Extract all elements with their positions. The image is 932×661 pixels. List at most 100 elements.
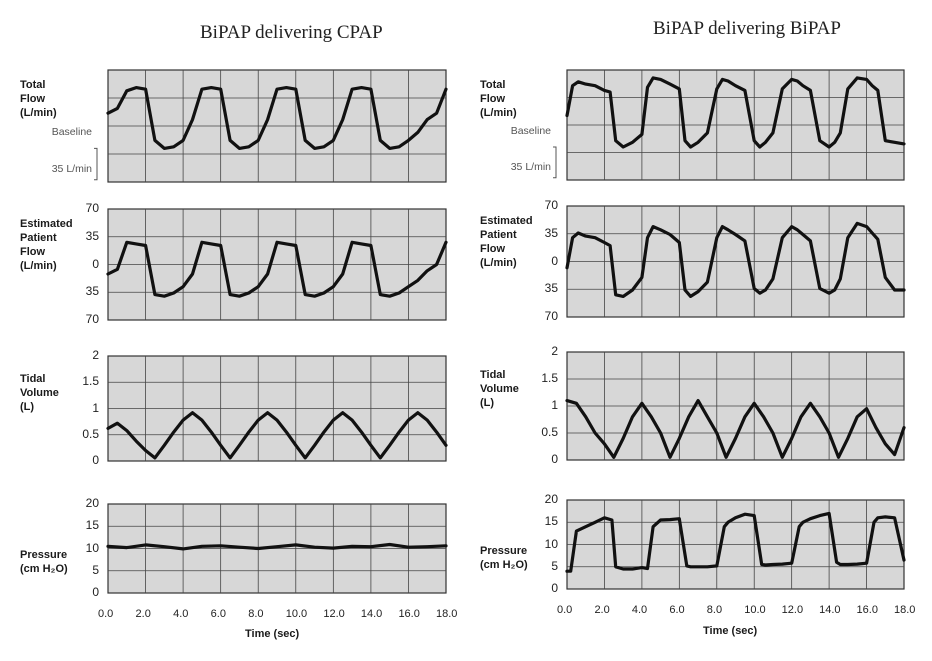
- waveform-line: [565, 399, 906, 459]
- y-tick-label: 0: [551, 452, 558, 466]
- y-tick-label: 2: [551, 344, 558, 358]
- y-tick-label: 35: [85, 228, 99, 243]
- waveform-line: [565, 221, 906, 298]
- y-axis-label-line: Pressure: [480, 545, 528, 557]
- y-tick-label: 5: [92, 562, 99, 577]
- x-tick-label: 16.0: [856, 604, 878, 616]
- x-tick-label: 10.0: [285, 608, 308, 620]
- y-axis-label-line: (L): [20, 401, 35, 413]
- y-axis-label-line: Flow: [480, 93, 506, 105]
- y-tick-label: 70: [544, 309, 558, 323]
- left-panel-title: BiPAP delivering CPAP: [200, 22, 383, 43]
- y-axis-label-line: (L/min): [480, 257, 517, 269]
- y-axis-label-line: Estimated: [20, 218, 73, 230]
- y-axis-label-line: (L): [480, 397, 495, 409]
- y-axis-label-line: Total: [480, 79, 506, 91]
- y-axis-label-line: Tidal: [20, 373, 46, 385]
- y-axis-label-line: Pressure: [20, 549, 68, 561]
- y-tick-label: 70: [85, 312, 99, 326]
- x-tick-label: 18.0: [436, 608, 458, 620]
- x-tick-label: 14.0: [819, 604, 841, 616]
- right-subplot-2: [565, 351, 906, 461]
- y-axis-label-line: (cm H₂O): [20, 563, 68, 575]
- y-tick-label: 15: [544, 514, 558, 529]
- x-tick-label: 0.0: [98, 608, 114, 620]
- x-axis-label: Time (sec): [703, 625, 758, 637]
- x-tick-label: 4.0: [631, 604, 648, 616]
- y-tick-label: 20: [85, 496, 99, 510]
- y-axis-label-line: Flow: [20, 93, 46, 105]
- scale-label: 35 L/min: [51, 162, 92, 175]
- waveform-line: [565, 511, 906, 573]
- x-tick-label: 0.0: [557, 604, 573, 616]
- y-tick-label: 5: [551, 558, 558, 573]
- right-subplot-3: [565, 499, 906, 590]
- y-axis-label-line: Estimated: [480, 215, 533, 227]
- scale-label: 35 L/min: [510, 161, 551, 174]
- left-subplot-3: [106, 503, 448, 594]
- x-tick-label: 2.0: [594, 604, 610, 616]
- x-tick-label: 12.0: [781, 604, 804, 616]
- y-tick-label: 70: [544, 198, 558, 212]
- scale-bracket: [94, 147, 98, 181]
- y-axis-label-line: Volume: [20, 387, 59, 399]
- x-tick-label: 6.0: [669, 604, 685, 616]
- left-subplot-2: [106, 355, 448, 462]
- y-axis-label-line: Total: [20, 79, 46, 91]
- y-axis-label-line: Volume: [480, 383, 519, 395]
- x-tick-label: 14.0: [360, 608, 383, 620]
- x-tick-label: 2.0: [135, 608, 151, 620]
- y-tick-label: 0: [92, 256, 99, 271]
- y-tick-label: 1.5: [82, 374, 99, 389]
- y-axis-label: Pressure (cm H₂O): [20, 548, 68, 576]
- y-axis-label-line: Flow: [20, 246, 46, 258]
- baseline-label: Baseline: [510, 125, 551, 137]
- y-tick-label: 0.5: [82, 426, 99, 441]
- x-tick-label: 6.0: [210, 608, 226, 620]
- x-tick-label: 12.0: [323, 608, 345, 620]
- y-axis-label-line: (L/min): [20, 260, 57, 272]
- y-tick-label: 0.5: [541, 425, 558, 439]
- left-subplot-1: [106, 208, 448, 321]
- y-tick-label: 35: [85, 284, 99, 299]
- y-tick-label: 1: [92, 400, 99, 415]
- y-tick-label: 35: [544, 225, 558, 240]
- y-axis-label: Estimated Patient Flow (L/min): [480, 214, 533, 270]
- y-tick-label: 2: [92, 348, 99, 362]
- y-tick-label: 0: [551, 581, 558, 595]
- y-tick-label: 20: [544, 492, 558, 506]
- y-axis-label-line: Flow: [480, 243, 506, 255]
- right-panel-title: BiPAP delivering BiPAP: [653, 18, 841, 39]
- y-axis-label: Total Flow (L/min): [20, 78, 57, 120]
- y-tick-label: 10: [85, 540, 99, 555]
- y-tick-label: 1: [551, 398, 558, 412]
- right-subplot-0: [565, 69, 906, 181]
- x-tick-label: 10.0: [744, 604, 766, 616]
- baseline-label: Baseline: [51, 126, 92, 138]
- scale-bracket: [553, 146, 557, 179]
- y-axis-label-line: (cm H₂O): [480, 559, 528, 571]
- waveform-line: [565, 76, 906, 149]
- y-axis-label: Tidal Volume (L): [480, 368, 519, 410]
- left-subplot-0: [106, 69, 448, 183]
- waveform-line: [106, 240, 448, 298]
- x-tick-label: 8.0: [248, 608, 264, 620]
- y-axis-label-line: Tidal: [480, 369, 506, 381]
- y-tick-label: 0: [92, 453, 99, 467]
- y-tick-label: 10: [544, 536, 558, 551]
- y-axis-label: Tidal Volume (L): [20, 372, 59, 414]
- y-tick-label: 0: [92, 585, 99, 599]
- y-axis-label: Estimated Patient Flow (L/min): [20, 217, 73, 273]
- y-tick-label: 35: [544, 281, 558, 296]
- x-tick-label: 18.0: [894, 604, 916, 616]
- x-tick-label: 4.0: [173, 608, 189, 620]
- y-axis-label: Total Flow (L/min): [480, 78, 517, 120]
- y-axis-label: Pressure (cm H₂O): [480, 544, 528, 572]
- x-tick-label: 16.0: [398, 608, 420, 620]
- waveform-line: [106, 85, 448, 150]
- x-axis-label: Time (sec): [245, 628, 300, 640]
- x-tick-label: 8.0: [706, 604, 723, 616]
- y-axis-label-line: Patient: [480, 229, 517, 241]
- y-tick-label: 70: [85, 201, 99, 215]
